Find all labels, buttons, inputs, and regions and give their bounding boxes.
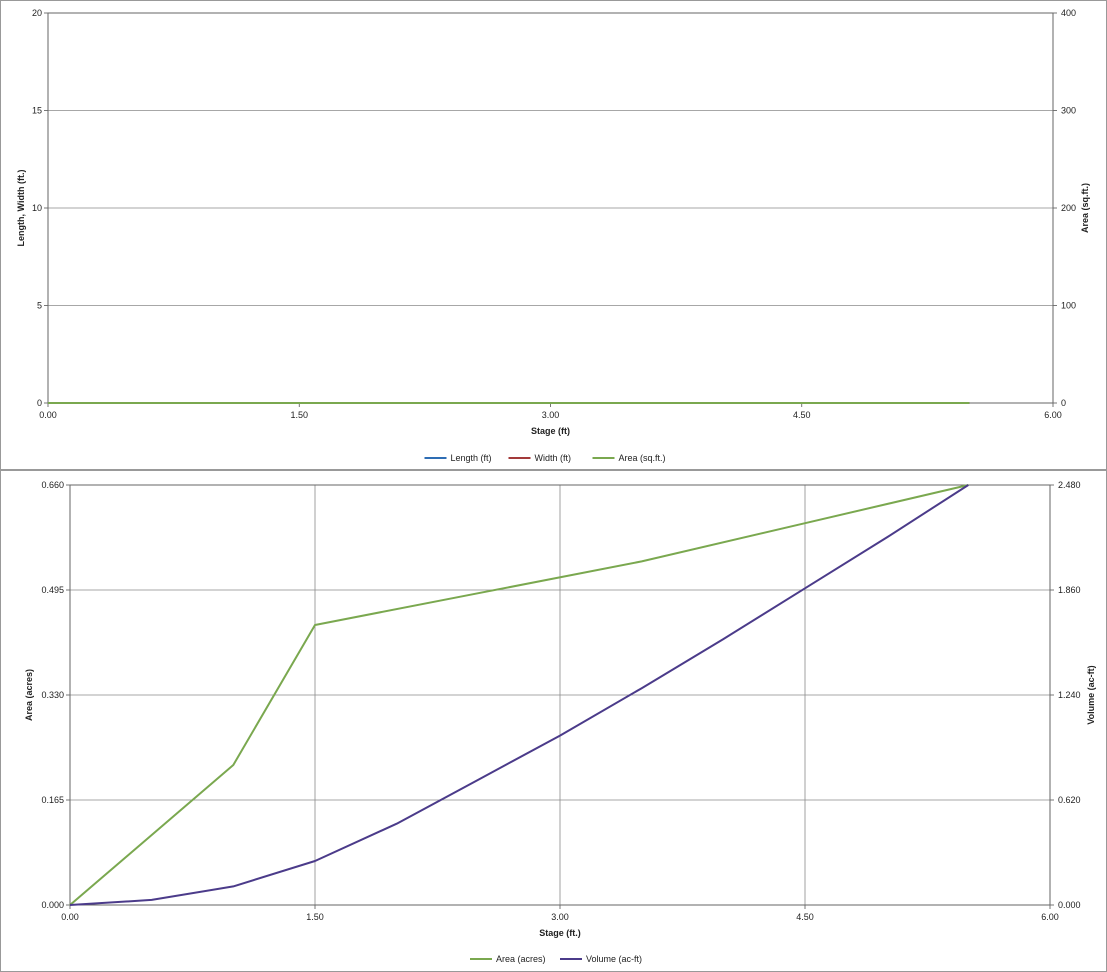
x-tick-label: 1.50 (306, 912, 324, 922)
x-axis-title: Stage (ft.) (539, 928, 581, 938)
chart-bottom-panel: 0.000 0.000 0.165 0.620 0.330 1.240 0.495 1.860… (0, 470, 1107, 972)
y-tick-label: 0.000 (41, 900, 64, 910)
y2-tick-label: 100 (1061, 301, 1076, 311)
chart-frame (0, 470, 1107, 972)
y2-tick-label: 2.480 (1058, 480, 1081, 490)
x-tick-label: 3.00 (551, 912, 569, 922)
x-tick-label: 4.50 (793, 410, 811, 420)
y-tick-label: 0.330 (41, 690, 64, 700)
chart-length-width-area: 0 0 5 100 10 200 15 300 20 400 0.00 1.50 3.00 4.50 6.0… (0, 0, 1107, 470)
y2-axis-title: Volume (ac-ft) (1086, 665, 1096, 724)
y2-tick-label: 300 (1061, 106, 1076, 116)
series-line-1 (69, 484, 969, 906)
y2-tick-label: 0.620 (1058, 795, 1081, 805)
y-axis-title: Area (acres) (24, 669, 34, 721)
y2-tick-label: 0 (1061, 398, 1066, 408)
x-tick-label: 6.00 (1044, 410, 1062, 420)
y-tick-label: 10 (32, 203, 42, 213)
legend-label: Length (ft) (451, 453, 492, 463)
y2-tick-label: 1.860 (1058, 585, 1081, 595)
chart-top-panel: 0 0 5 100 10 200 15 300 20 400 0.00 1.50 3.00 4.50 6.0… (0, 0, 1107, 470)
legend-label: Volume (ac-ft) (586, 954, 642, 964)
x-tick-label: 3.00 (542, 410, 560, 420)
chart-area-volume: 0.000 0.000 0.165 0.620 0.330 1.240 0.495 1.860… (0, 470, 1107, 972)
y2-tick-label: 1.240 (1058, 690, 1081, 700)
y2-tick-label: 400 (1061, 8, 1076, 18)
x-tick-label: 6.00 (1041, 912, 1059, 922)
y-tick-label: 0.495 (41, 585, 64, 595)
y-tick-label: 0 (37, 398, 42, 408)
y2-tick-label: 0.000 (1058, 900, 1081, 910)
legend-label: Area (acres) (496, 954, 546, 964)
y-axis-title: Length, Width (ft.) (16, 170, 26, 247)
y2-axis-title: Area (sq.ft.) (1080, 183, 1090, 233)
plot-area (69, 484, 1051, 906)
y-tick-label: 5 (37, 301, 42, 311)
chart-frame (0, 0, 1107, 470)
y-tick-label: 15 (32, 106, 42, 116)
y-tick-label: 0.660 (41, 480, 64, 490)
legend-label: Area (sq.ft.) (619, 453, 666, 463)
x-tick-label: 1.50 (290, 410, 308, 420)
x-axis-title: Stage (ft) (531, 426, 570, 436)
y-tick-label: 20 (32, 8, 42, 18)
y-tick-label: 0.165 (41, 795, 64, 805)
series-line-0 (69, 484, 969, 906)
legend-label: Width (ft) (535, 453, 572, 463)
x-tick-label: 4.50 (796, 912, 814, 922)
y2-tick-label: 200 (1061, 203, 1076, 213)
x-tick-label: 0.00 (61, 912, 79, 922)
x-tick-label: 0.00 (39, 410, 57, 420)
